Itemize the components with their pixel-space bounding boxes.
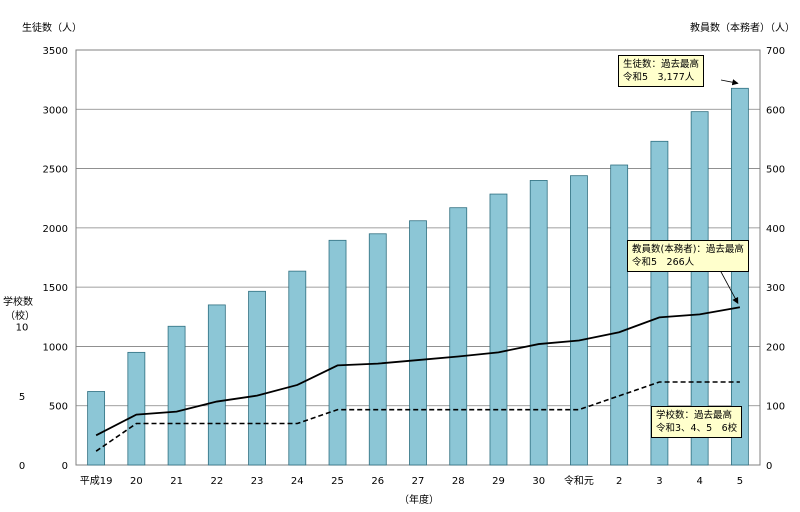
x-axis-title: （年度） xyxy=(399,495,439,506)
annotation-teachers: 教員数(本務者)：過去最高 令和5 266人 xyxy=(627,240,749,272)
bar xyxy=(690,111,709,466)
x-tick-label: 22 xyxy=(210,476,223,487)
x-tick-label: 28 xyxy=(452,476,465,487)
y-tick-label-left: 1500 xyxy=(43,283,68,294)
x-tick-label: 24 xyxy=(291,476,304,487)
y-tick-label-right: 200 xyxy=(766,342,785,353)
y-tick-label-left: 500 xyxy=(49,402,68,413)
teachers-line xyxy=(95,306,741,437)
bar xyxy=(570,175,588,466)
x-tick-label: 3 xyxy=(656,476,662,487)
bar xyxy=(650,140,669,466)
annotation-teachers-line1: 教員数(本務者)：過去最高 xyxy=(632,244,744,255)
annotation-arrow xyxy=(720,79,739,86)
annotation-teachers-line2: 令和5 266人 xyxy=(632,257,695,268)
y-tick-label-right: 400 xyxy=(766,224,785,235)
bar xyxy=(248,290,266,466)
annotation-students: 生徒数：過去最高 令和5 3,177人 xyxy=(618,55,705,87)
x-tick-label: 4 xyxy=(696,476,702,487)
y-tick-label-left: 0 xyxy=(62,461,68,472)
bar xyxy=(489,193,508,466)
schools-line xyxy=(95,381,740,452)
y-tick-label-right: 700 xyxy=(766,46,785,57)
x-tick-label: 令和元 xyxy=(564,474,594,487)
x-tick-label: 25 xyxy=(331,476,344,487)
y-tick-label-left: 2500 xyxy=(43,165,68,176)
bar xyxy=(610,164,629,466)
y-tick-label-right: 600 xyxy=(766,105,785,116)
x-tick-label: 29 xyxy=(492,476,505,487)
y-tick-label-left: 1000 xyxy=(43,342,68,353)
y-tick-label-right: 300 xyxy=(766,283,785,294)
annotation-arrow xyxy=(719,269,739,305)
annotation-schools: 学校数：過去最高 令和3、4、5 6校 xyxy=(651,406,743,438)
bar xyxy=(87,391,106,466)
bar xyxy=(730,87,749,466)
x-tick-label: 2 xyxy=(616,476,622,487)
bar xyxy=(529,180,548,466)
x-tick-label: 平成19 xyxy=(80,475,113,487)
x-tick-label: 21 xyxy=(170,476,183,487)
y-tick-label-right: 0 xyxy=(766,461,772,472)
bar xyxy=(449,207,468,466)
y-tick-label-school: 10 xyxy=(16,323,29,334)
x-tick-label: 26 xyxy=(371,476,384,487)
school-axis-title: 学校数 xyxy=(3,297,33,308)
annotation-students-line2: 令和5 3,177人 xyxy=(623,72,695,83)
bar xyxy=(207,304,226,466)
annotation-schools-line1: 学校数：過去最高 xyxy=(656,410,733,421)
bar xyxy=(368,233,387,466)
y-tick-label-right: 500 xyxy=(766,165,785,176)
right-axis-title: 教員数（本務者）（人） xyxy=(690,23,795,34)
x-tick-label: 27 xyxy=(412,476,425,487)
x-tick-label: 30 xyxy=(532,476,545,487)
bar xyxy=(328,239,347,466)
annotation-schools-line2: 令和3、4、5 6校 xyxy=(656,423,738,434)
y-tick-label-school: 0 xyxy=(19,461,25,472)
bar xyxy=(167,325,186,466)
annotation-students-line1: 生徒数：過去最高 xyxy=(623,59,700,70)
bar xyxy=(127,351,146,466)
y-tick-label-left: 3500 xyxy=(43,46,68,57)
y-tick-label-right: 100 xyxy=(766,402,785,413)
left-axis-title: 生徒数（人） xyxy=(22,23,82,34)
y-tick-label-school: 5 xyxy=(19,392,25,403)
x-tick-label: 23 xyxy=(251,476,264,487)
y-tick-label-left: 3000 xyxy=(43,105,68,116)
bar xyxy=(409,220,427,466)
x-tick-label: 5 xyxy=(737,476,743,487)
y-tick-label-left: 2000 xyxy=(43,224,68,235)
school-axis-unit: （校） xyxy=(5,311,35,322)
x-tick-label: 20 xyxy=(130,476,143,487)
bar xyxy=(288,270,307,466)
